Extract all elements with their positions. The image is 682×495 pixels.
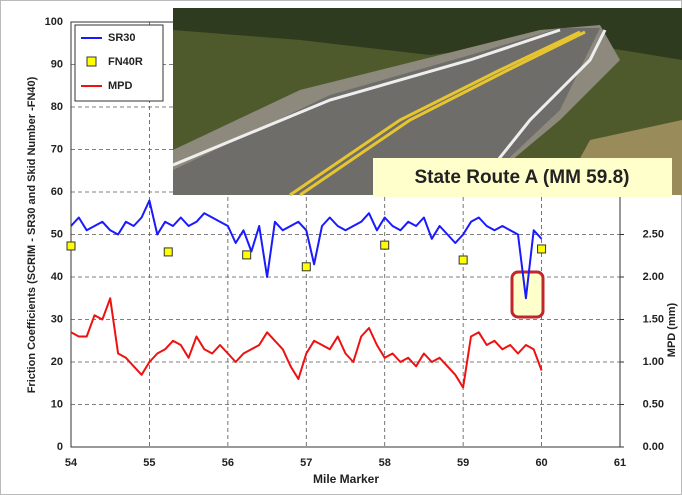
y2-tick-label: 2.00 (643, 271, 664, 283)
marker (302, 263, 310, 271)
y-tick-label: 20 (51, 356, 63, 368)
x-tick-label: 61 (614, 457, 626, 469)
y-tick-label: 10 (51, 398, 63, 410)
x-tick-label: 57 (300, 457, 312, 469)
legend-label: FN40R (108, 56, 143, 68)
marker (243, 251, 251, 259)
x-tick-label: 55 (143, 457, 155, 469)
legend-label: SR30 (108, 32, 136, 44)
y-tick-label: 50 (51, 228, 63, 240)
y-tick-label: 40 (51, 271, 63, 283)
y2-axis-label: MPD (mm) (666, 302, 678, 357)
x-tick-label: 54 (65, 457, 78, 469)
annotation: State Route A (MM 59.8) (414, 167, 629, 188)
y-tick-label: 30 (51, 313, 63, 325)
y-tick-label: 80 (51, 101, 63, 113)
x-axis-label: Mile Marker (313, 472, 379, 486)
chart: 0 10 20 30 40 50 60 70 80 90 100 0.00 0.50 1.00 1.50 2.… (0, 0, 682, 495)
legend: SR30 FN40R MPD (75, 25, 163, 101)
marker (538, 245, 546, 253)
y2-tick-label: 2.50 (643, 228, 664, 240)
x-tick-label: 56 (222, 457, 234, 469)
y2-tick-label: 1.00 (643, 356, 664, 368)
marker (459, 256, 467, 264)
legend-swatch (87, 57, 96, 66)
y-tick-label: 100 (45, 16, 63, 28)
y2-tick-label: 0.50 (643, 398, 664, 410)
x-tick-label: 60 (535, 457, 547, 469)
legend-label: MPD (108, 80, 133, 92)
photo: State Route A (MM 59.8) (173, 8, 682, 197)
y-tick-label: 0 (57, 441, 63, 453)
marker (381, 241, 389, 249)
y-tick-label: 90 (51, 58, 63, 70)
marker (67, 242, 75, 250)
marker (164, 248, 172, 256)
y-tick-label: 70 (51, 143, 63, 155)
x-tick-label: 59 (457, 457, 469, 469)
y2-tick-label: 1.50 (643, 313, 664, 325)
y-tick-label: 60 (51, 186, 63, 198)
y2-tick-label: 0.00 (643, 441, 664, 453)
x-tick-label: 58 (379, 457, 391, 469)
y-axis-label: Friction Coefficients (SCRIM - SR30 and … (26, 76, 38, 393)
